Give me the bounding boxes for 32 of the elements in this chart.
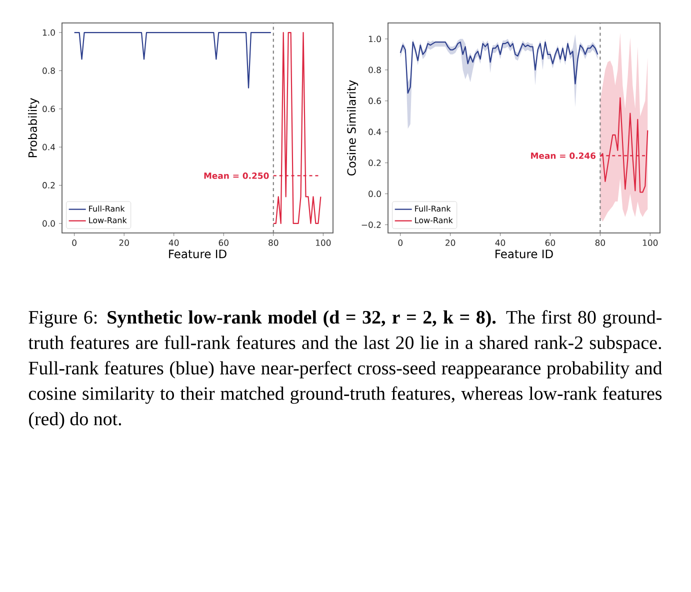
y-tick-label: 0.0 (42, 220, 55, 227)
x-tick-label: 80 (595, 240, 606, 246)
ref-line-label: Mean = 0.246 (531, 152, 596, 159)
y-tick-label: 0.6 (368, 98, 381, 104)
x-axis-title: Feature ID (169, 250, 226, 258)
x-tick-label: 40 (168, 240, 179, 246)
y-axis-title: Cosine Similarity (347, 80, 358, 176)
x-tick-label: 40 (495, 240, 506, 246)
x-tick-label: 20 (119, 240, 129, 246)
x-tick-label: 0 (72, 240, 76, 246)
y-tick-label: 0.0 (368, 190, 381, 198)
y-tick-label: 0.8 (368, 66, 381, 74)
y-tick-label: 0.2 (368, 160, 381, 166)
x-tick-label: 60 (218, 240, 228, 246)
y-tick-label: 0.4 (42, 144, 56, 150)
y-tick-label: 1.0 (42, 29, 55, 36)
ref-line-label: Mean = 0.250 (204, 172, 269, 179)
y-tick-label: 0.2 (42, 182, 55, 188)
x-tick-label: 100 (316, 240, 331, 246)
x-tick-label: 100 (643, 240, 658, 246)
y-tick-label: 0.4 (368, 128, 382, 136)
y-tick-label: 0.6 (42, 106, 55, 112)
y-tick-label: 1.0 (368, 36, 381, 42)
caption: Figure 6: Synthetic low-rank model (d = 32, r = 2, k = 8). The first 80 ground-truth features are full-rank features and the last 20 lie in a shared rank-2 subspace. Full-rank features (blue) have near-perfect cross-seed reappearance probability and cosine similarity to their matched ground-truth features, whereas low-rank features (red) do not. (28, 310, 662, 430)
x-tick-label: 60 (545, 240, 556, 246)
x-axis-title: Feature ID (496, 250, 553, 258)
y-tick-label: −0.2 (362, 222, 381, 228)
y-tick-label: 0.8 (42, 68, 55, 74)
x-tick-label: 0 (398, 240, 403, 246)
x-tick-label: 80 (268, 240, 278, 246)
x-tick-label: 20 (446, 240, 456, 246)
y-axis-title: Probability (28, 98, 40, 158)
